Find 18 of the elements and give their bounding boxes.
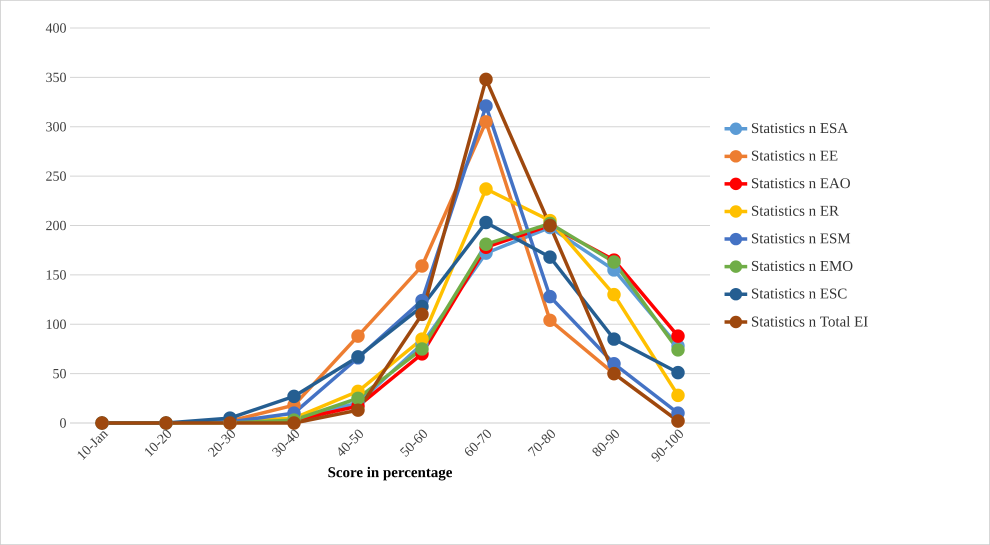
y-tick-label: 250 [46, 171, 66, 181]
y-tick-label: 350 [46, 72, 66, 82]
legend-label: Statistics n EAO [752, 178, 850, 188]
legend-label: Statistics n EE [752, 150, 838, 161]
legend-label: Statistics n ESM [752, 233, 850, 244]
y-tick-label: 300 [46, 122, 66, 132]
y-tick-label: 50 [53, 368, 66, 378]
y-tick-label: 100 [46, 320, 66, 329]
x-axis-title: Score in percentage [328, 466, 452, 480]
legend-label: Statistics n EMO [752, 260, 852, 271]
y-tick-label: 0 [60, 418, 66, 428]
legend-label: Statistics n ER [752, 206, 839, 216]
legend-label: Statistics n ESA [752, 123, 848, 134]
legend-label: Statistics n ESC [752, 288, 846, 299]
legend-label: Statistics n Total EI [752, 316, 868, 327]
y-tick-label: 150 [46, 270, 66, 280]
y-tick-label: 400 [46, 23, 66, 33]
y-tick-label: 200 [46, 220, 66, 230]
